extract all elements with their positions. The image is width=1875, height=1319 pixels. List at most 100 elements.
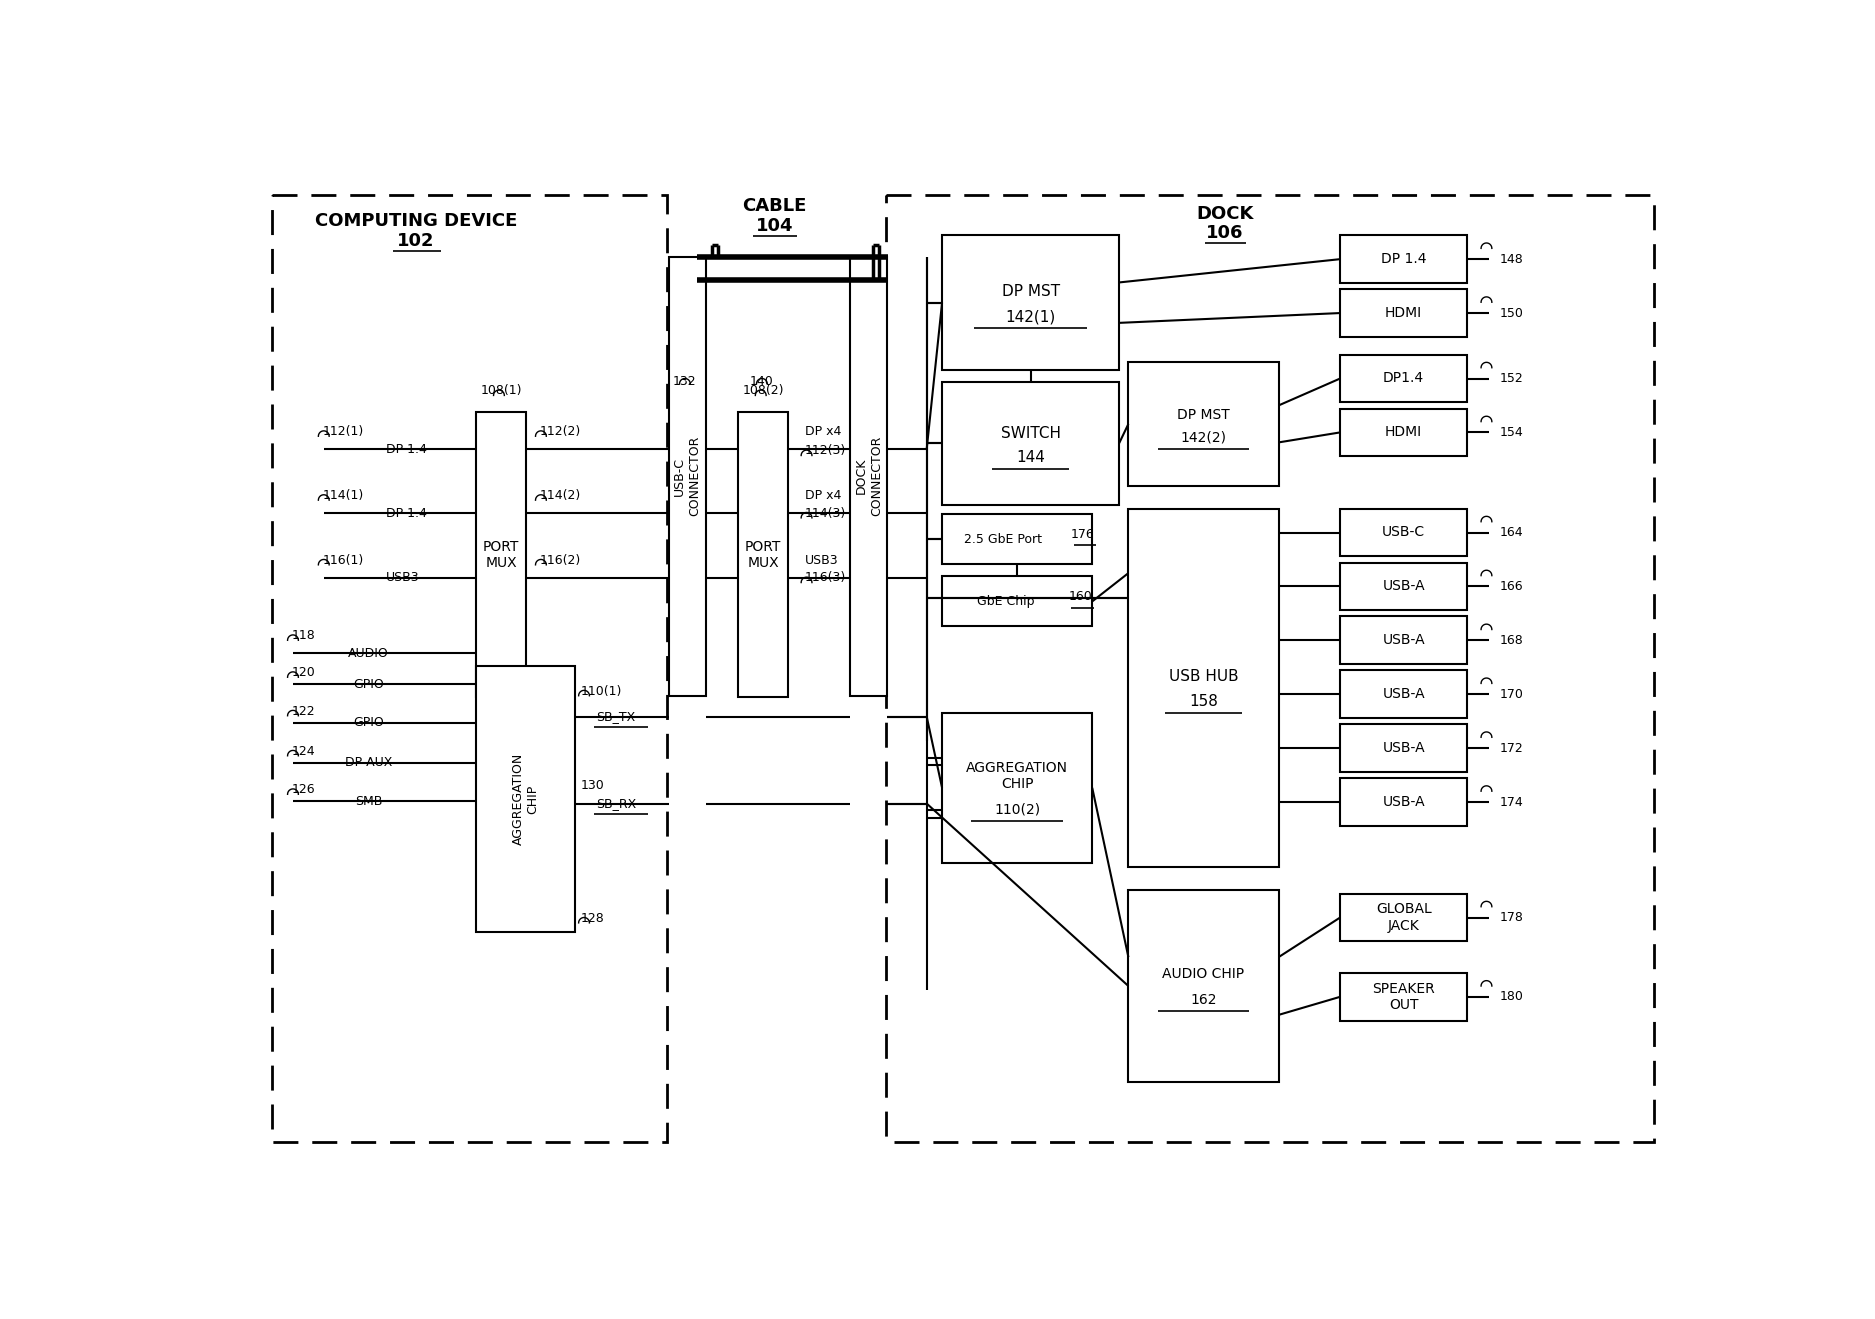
Text: HDMI: HDMI — [1386, 426, 1423, 439]
Text: 110(1): 110(1) — [581, 685, 622, 698]
Text: DP AUX: DP AUX — [345, 756, 392, 769]
Text: USB-A: USB-A — [1382, 687, 1425, 702]
Text: DOCK: DOCK — [1196, 204, 1252, 223]
Bar — [851, 257, 887, 695]
Text: 126: 126 — [291, 783, 315, 797]
Bar — [1341, 670, 1468, 718]
Text: 114(2): 114(2) — [540, 489, 581, 503]
Text: 154: 154 — [1500, 426, 1522, 439]
Text: 104: 104 — [756, 218, 793, 235]
Bar — [1341, 616, 1468, 665]
Text: 152: 152 — [1500, 372, 1522, 385]
Text: USB3: USB3 — [804, 554, 838, 567]
Bar — [1341, 562, 1468, 611]
Text: USB-A: USB-A — [1382, 741, 1425, 754]
Text: DP x4: DP x4 — [804, 489, 842, 503]
Text: SB_TX: SB_TX — [596, 710, 636, 723]
Text: DP x4: DP x4 — [804, 425, 842, 438]
Text: SB_RX: SB_RX — [596, 797, 638, 810]
Text: SWITCH: SWITCH — [1001, 426, 1061, 442]
Bar — [941, 514, 1093, 565]
Text: 180: 180 — [1500, 991, 1522, 1004]
Text: AUDIO: AUDIO — [349, 646, 388, 660]
Text: 102: 102 — [398, 232, 435, 251]
Bar — [1341, 973, 1468, 1021]
Text: 172: 172 — [1500, 741, 1522, 754]
Text: GPIO: GPIO — [352, 716, 384, 729]
Text: 122: 122 — [291, 704, 315, 718]
Text: CABLE: CABLE — [742, 197, 806, 215]
Text: 142(1): 142(1) — [1005, 309, 1056, 324]
Bar — [476, 413, 527, 698]
Bar — [941, 576, 1093, 627]
Text: PORT
MUX: PORT MUX — [484, 539, 519, 570]
Text: 148: 148 — [1500, 253, 1522, 265]
Text: 128: 128 — [581, 911, 606, 925]
Text: SMB: SMB — [354, 795, 382, 807]
Text: USB-A: USB-A — [1382, 579, 1425, 594]
Text: GLOBAL
JACK: GLOBAL JACK — [1376, 902, 1432, 933]
Text: USB-C
CONNECTOR: USB-C CONNECTOR — [673, 437, 701, 517]
Text: USB-A: USB-A — [1382, 795, 1425, 809]
Text: 144: 144 — [1016, 450, 1044, 464]
Text: HDMI: HDMI — [1386, 306, 1423, 321]
Text: USB-A: USB-A — [1382, 633, 1425, 648]
Text: 112(2): 112(2) — [540, 425, 581, 438]
Text: SPEAKER
OUT: SPEAKER OUT — [1372, 981, 1434, 1012]
Bar — [1341, 289, 1468, 336]
Text: 120: 120 — [291, 666, 315, 679]
Text: 176: 176 — [1071, 528, 1095, 541]
Text: DP1.4: DP1.4 — [1384, 372, 1425, 385]
Text: 116(3): 116(3) — [804, 571, 846, 584]
Bar — [1341, 894, 1468, 942]
Text: 110(2): 110(2) — [994, 802, 1041, 816]
Text: 142(2): 142(2) — [1181, 431, 1226, 445]
Bar — [941, 712, 1093, 863]
Bar — [1129, 890, 1279, 1083]
Bar — [272, 195, 668, 1142]
Text: 130: 130 — [581, 780, 606, 793]
Bar — [885, 195, 1654, 1142]
Bar — [1129, 509, 1279, 867]
Bar — [1341, 778, 1468, 826]
Text: 112(1): 112(1) — [322, 425, 364, 438]
Text: 108(1): 108(1) — [480, 384, 521, 397]
Text: 114(3): 114(3) — [804, 506, 846, 520]
Text: GPIO: GPIO — [352, 678, 384, 691]
Text: 164: 164 — [1500, 526, 1522, 539]
Text: 114(1): 114(1) — [322, 489, 364, 503]
Text: DOCK
CONNECTOR: DOCK CONNECTOR — [855, 437, 883, 517]
Bar — [1129, 363, 1279, 485]
Bar — [941, 235, 1119, 371]
Text: 166: 166 — [1500, 580, 1522, 594]
Text: PORT
MUX: PORT MUX — [744, 539, 782, 570]
Text: 106: 106 — [1206, 224, 1243, 241]
Text: 116(2): 116(2) — [540, 554, 581, 567]
Text: 178: 178 — [1500, 911, 1522, 925]
Text: 162: 162 — [1191, 993, 1217, 1006]
Text: COMPUTING DEVICE: COMPUTING DEVICE — [315, 212, 518, 231]
Text: USB HUB: USB HUB — [1168, 669, 1238, 683]
Text: 132: 132 — [673, 375, 696, 388]
Text: 140: 140 — [750, 375, 772, 388]
Text: DP MST: DP MST — [1001, 284, 1059, 298]
Text: 2.5 GbE Port: 2.5 GbE Port — [964, 533, 1042, 546]
Bar — [669, 257, 705, 695]
Text: USB-C: USB-C — [1382, 525, 1425, 539]
Text: 118: 118 — [291, 629, 315, 642]
Text: AGGREGATION
CHIP: AGGREGATION CHIP — [966, 761, 1069, 791]
Text: GbE Chip: GbE Chip — [977, 595, 1035, 608]
Text: 116(1): 116(1) — [322, 554, 364, 567]
Bar — [1341, 724, 1468, 772]
Text: 150: 150 — [1500, 306, 1522, 319]
Bar — [1341, 235, 1468, 284]
Text: 168: 168 — [1500, 634, 1522, 646]
Text: 112(3): 112(3) — [804, 445, 846, 458]
Text: 174: 174 — [1500, 795, 1522, 809]
Bar — [1341, 355, 1468, 402]
Text: AUDIO CHIP: AUDIO CHIP — [1162, 967, 1245, 981]
Text: 160: 160 — [1069, 591, 1093, 603]
Text: USB3: USB3 — [386, 571, 420, 584]
Bar — [1341, 509, 1468, 557]
Bar — [941, 381, 1119, 505]
